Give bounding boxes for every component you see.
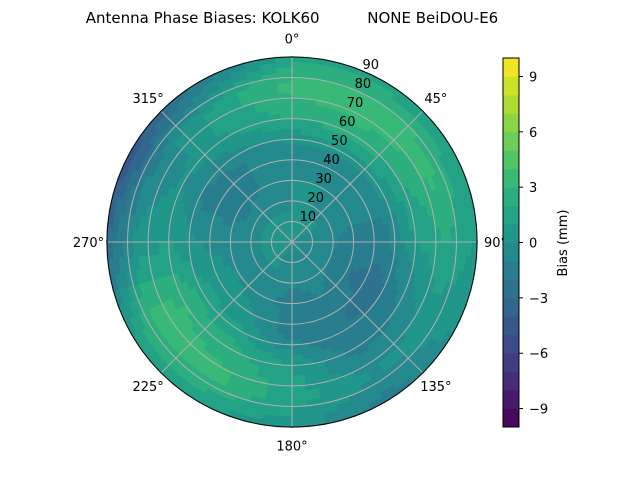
- colorbar-tick-label: −9: [529, 403, 548, 418]
- colorbar-segment: [503, 334, 519, 354]
- angular-tick-labels: 0° 45° 90° 135° 180° 225° 270° 315°: [73, 33, 507, 455]
- colorbar-tick-label: 6: [529, 126, 537, 141]
- contour-cell: [274, 56, 294, 64]
- colorbar-segment: [503, 297, 519, 317]
- colorbar-tick-label: 9: [529, 70, 537, 85]
- colorbar-segment: [503, 224, 519, 243]
- radial-tick-label: 60: [339, 115, 356, 130]
- polar-frame: [106, 56, 478, 428]
- colorbar-segment: [503, 168, 519, 188]
- angular-tick-label: 45°: [424, 92, 447, 107]
- colorbar-segment: [503, 76, 519, 96]
- colorbar-segment: [503, 205, 519, 225]
- colorbar-segment: [503, 94, 519, 114]
- radial-tick-label: 40: [323, 153, 340, 168]
- angular-tick-label: 225°: [132, 380, 163, 395]
- polar-grid: [106, 56, 478, 428]
- colorbar-tick-label: −6: [529, 347, 548, 362]
- colorbar-segment: [503, 113, 519, 133]
- angular-tick-label: 90°: [484, 236, 507, 251]
- colorbar-segment: [503, 390, 519, 410]
- radial-tick-label: 90: [363, 58, 380, 73]
- radial-tick-label: 10: [300, 210, 317, 225]
- angular-gridline: [160, 241, 293, 374]
- colorbar-segment: [503, 150, 519, 170]
- radial-tick-label: 30: [315, 172, 332, 187]
- colorbar-tick-label: 0: [529, 237, 537, 252]
- colorbar-segment: [503, 242, 519, 262]
- angular-tick-label: 270°: [73, 236, 104, 251]
- colorbar-tick-label: −3: [529, 292, 548, 307]
- angular-gridline: [291, 110, 424, 243]
- angular-tick-label: 180°: [276, 440, 307, 455]
- colorbar-segment: [503, 260, 519, 280]
- colorbar-segment: [503, 279, 519, 299]
- radial-tick-label: 50: [331, 134, 348, 149]
- radial-tick-label: 20: [307, 191, 324, 206]
- angular-tick-label: 135°: [420, 380, 451, 395]
- colorbar-segment: [503, 316, 519, 336]
- chart-title: Antenna Phase Biases: KOLK60 NONE BeiDOU…: [86, 9, 498, 27]
- colorbar-tick-label: 3: [529, 181, 537, 196]
- colorbar-segment: [503, 408, 519, 428]
- colorbar-segment: [503, 187, 519, 207]
- radial-tick-label: 80: [355, 77, 372, 92]
- angular-tick-label: 315°: [132, 92, 163, 107]
- colorbar-segment: [503, 58, 519, 77]
- angular-gridline: [160, 110, 293, 243]
- colorbar-segment: [503, 353, 519, 373]
- colorbar-label: Bias (mm): [556, 210, 571, 277]
- colorbar: −9 −6 −3 0 3 6 9: [502, 57, 548, 428]
- colorbar-segment: [503, 371, 519, 391]
- angular-gridline: [291, 241, 424, 374]
- radial-tick-label: 70: [347, 96, 364, 111]
- colorbar-segment: [503, 131, 519, 151]
- angular-tick-label: 0°: [285, 33, 300, 48]
- radial-tick-labels: 10 20 30 40 50 60 70 80 90: [300, 58, 379, 225]
